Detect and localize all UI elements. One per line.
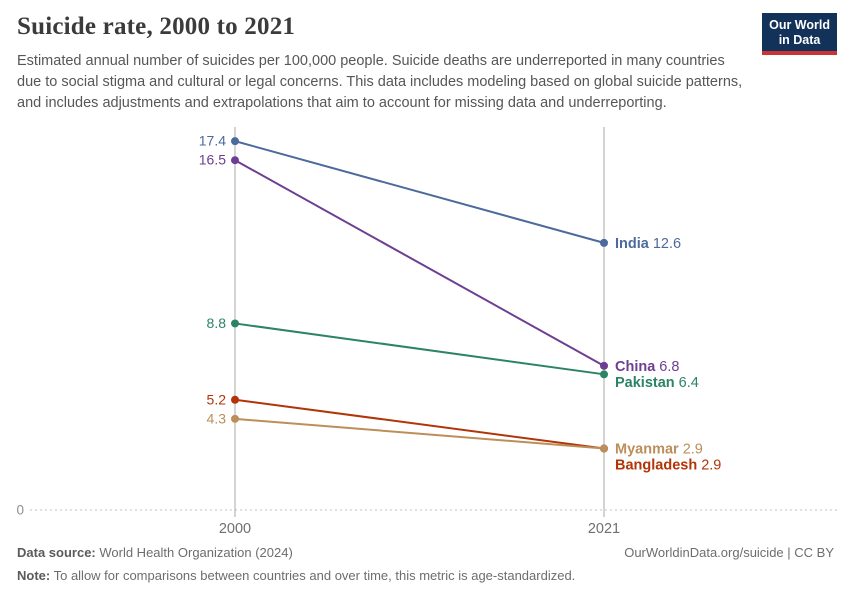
chart-subtitle: Estimated annual number of suicides per … [17,53,743,111]
series-line-bangladesh [234,398,605,450]
end-label-myanmar: Myanmar 2.9 [615,442,703,458]
chart-note: Note: To allow for comparisons between c… [17,566,834,585]
start-value-label-bangladesh: 5.2 [207,391,227,407]
note-value: To allow for comparisons between countri… [50,568,576,583]
series-dot-start-india [231,137,239,146]
x-tick-label-2000: 2000 [219,521,251,537]
start-value-label-china: 16.5 [199,152,226,168]
series-dot-start-china [231,156,239,165]
data-source-label: Data source: [17,545,96,560]
end-label-pakistan: Pakistan 6.4 [615,375,699,391]
start-value-label-pakistan: 8.8 [207,315,227,331]
citation-link[interactable]: OurWorldinData.org/suicide | CC BY [624,545,834,560]
series-dot-start-bangladesh [231,395,239,404]
series-line-china [234,159,605,367]
note-label: Note: [17,568,51,583]
end-label-china: China 6.8 [615,359,679,375]
end-label-india: India 12.6 [615,236,681,252]
start-value-label-india: 17.4 [199,133,226,149]
series-dot-start-myanmar [231,414,239,423]
start-value-label-myanmar: 4.3 [207,410,227,426]
chart-header: Suicide rate, 2000 to 2021 Estimated ann… [17,12,750,114]
data-source-value: World Health Organization (2024) [95,545,293,560]
series-line-pakistan [234,322,605,376]
series-line-india [234,140,605,244]
series-dot-end-china [600,361,608,370]
series-dot-end-myanmar [600,444,608,453]
owid-logo-line2: in Data [778,33,821,47]
series-dot-start-pakistan [231,319,239,328]
x-tick-label-2021: 2021 [588,521,620,537]
owid-logo-line1: Our World [769,18,830,32]
series-dot-end-india [600,238,608,247]
y-zero-label: 0 [16,503,24,518]
chart-title: Suicide rate, 2000 to 2021 [17,13,296,40]
data-source: Data source: World Health Organization (… [17,543,293,562]
owid-logo: Our World in Data [762,13,837,55]
series-dot-end-pakistan [600,370,608,379]
chart-footer: Data source: World Health Organization (… [17,543,834,585]
series-line-myanmar [234,417,605,450]
end-label-bangladesh: Bangladesh 2.9 [615,458,721,474]
